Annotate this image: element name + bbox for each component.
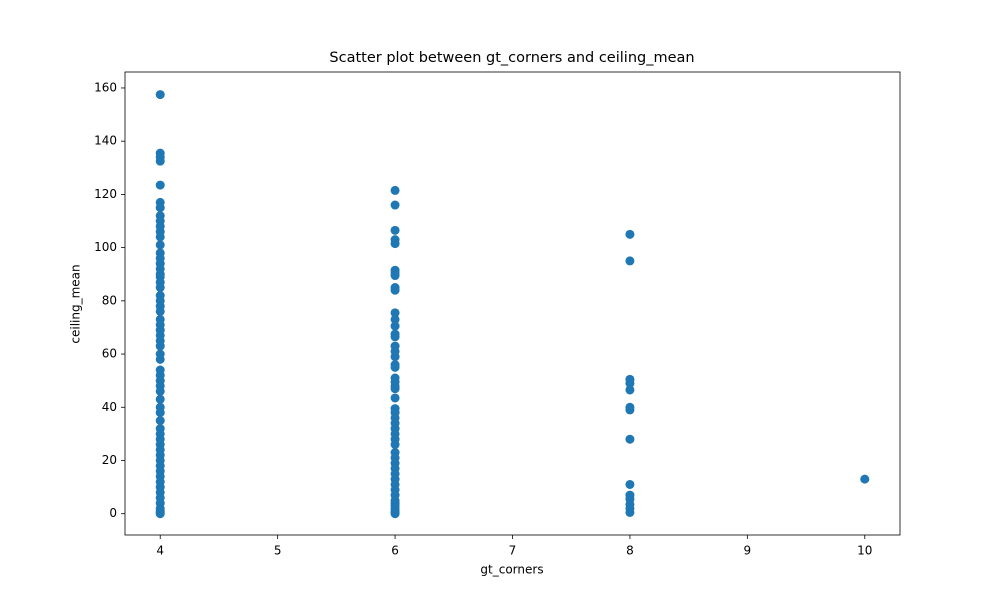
point: [390, 185, 400, 195]
x-tick-label: 4: [156, 544, 164, 558]
y-tick-label: 80: [102, 293, 117, 307]
point: [390, 393, 400, 403]
chart-title: Scatter plot between gt_corners and ceil…: [329, 50, 694, 66]
point: [625, 479, 635, 489]
x-tick-label: 8: [626, 544, 634, 558]
point: [390, 440, 400, 450]
point: [155, 240, 165, 250]
point: [390, 352, 400, 362]
point: [155, 156, 165, 166]
point: [155, 509, 165, 519]
point: [155, 203, 165, 213]
x-axis-label: gt_corners: [480, 563, 543, 577]
point: [390, 509, 400, 519]
point: [390, 384, 400, 394]
point: [155, 354, 165, 364]
point: [155, 90, 165, 100]
point: [625, 256, 635, 266]
x-tick-label: 7: [509, 544, 517, 558]
point: [625, 229, 635, 239]
x-tick-label: 10: [857, 544, 872, 558]
point: [390, 239, 400, 249]
point: [390, 308, 400, 318]
y-tick-label: 160: [94, 80, 117, 94]
point: [155, 232, 165, 242]
point: [390, 271, 400, 281]
y-tick-label: 120: [94, 187, 117, 201]
x-tick-label: 9: [744, 544, 752, 558]
point: [625, 434, 635, 444]
y-tick-label: 20: [102, 453, 117, 467]
point: [625, 507, 635, 517]
point: [390, 321, 400, 331]
point: [155, 416, 165, 426]
point: [155, 408, 165, 418]
point: [390, 332, 400, 342]
y-tick-label: 0: [109, 506, 117, 520]
x-tick-label: 6: [391, 544, 399, 558]
point: [155, 394, 165, 404]
y-axis-label: ceiling_mean: [69, 264, 83, 343]
point: [155, 341, 165, 351]
x-tick-label: 5: [274, 544, 282, 558]
point: [625, 385, 635, 395]
point: [860, 474, 870, 484]
point: [625, 378, 635, 388]
point: [155, 386, 165, 396]
y-tick-label: 100: [94, 240, 117, 254]
y-tick-label: 140: [94, 134, 117, 148]
point: [155, 180, 165, 190]
point: [625, 405, 635, 415]
plot-frame: [124, 71, 901, 536]
point: [390, 285, 400, 295]
point: [390, 362, 400, 372]
point: [155, 306, 165, 316]
y-tick-label: 40: [102, 400, 117, 414]
point: [390, 314, 400, 324]
y-tick-label: 60: [102, 347, 117, 361]
point: [390, 225, 400, 235]
point: [155, 283, 165, 293]
point: [390, 200, 400, 210]
